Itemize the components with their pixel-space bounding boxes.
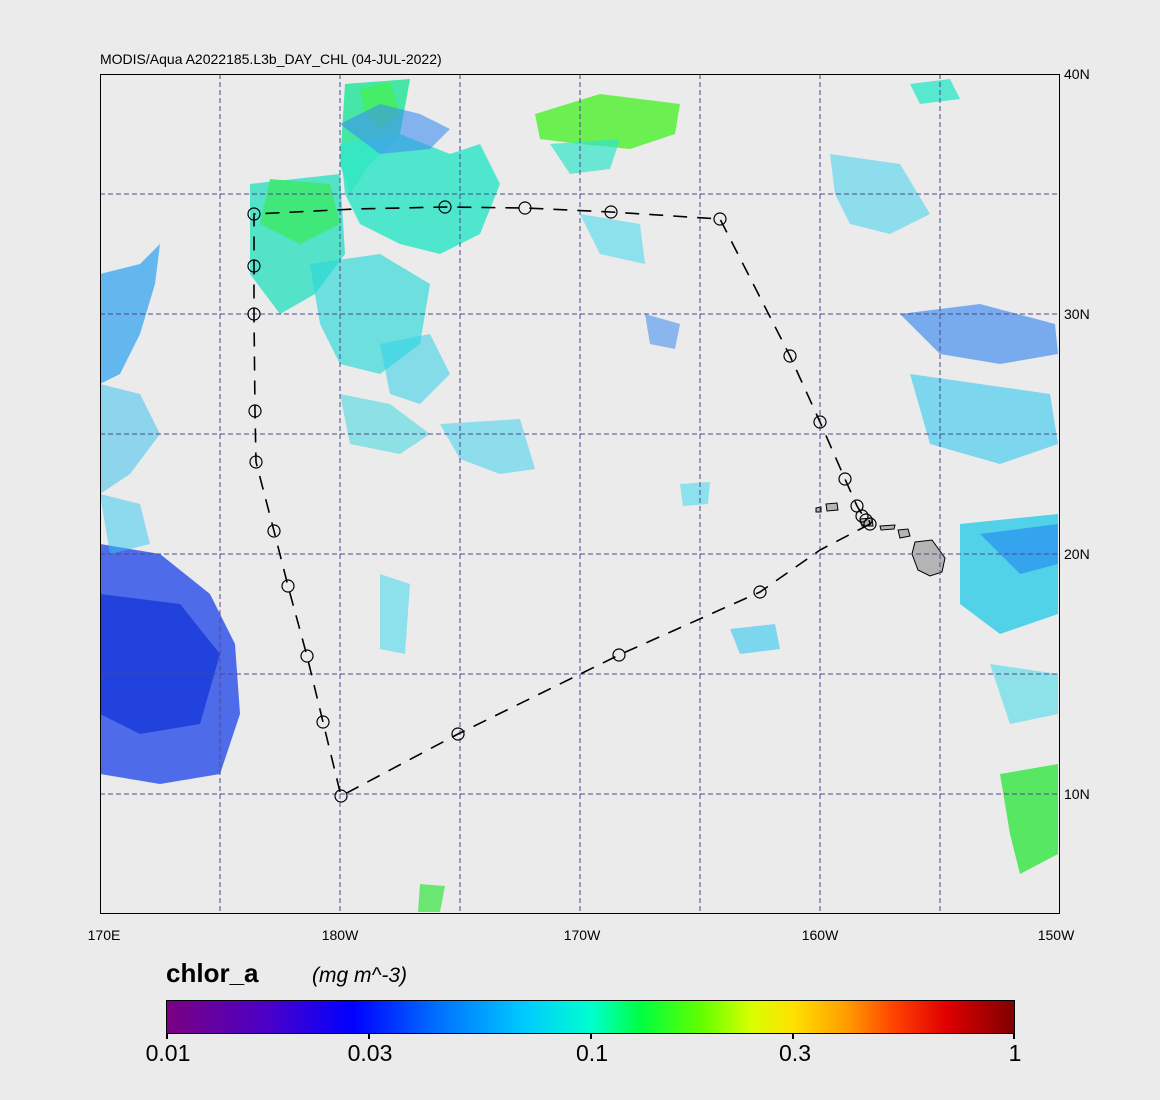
station-marker bbox=[863, 517, 877, 531]
chl-patch bbox=[580, 214, 645, 264]
chl-patch bbox=[380, 334, 450, 404]
island-molokai bbox=[879, 524, 896, 531]
colorbar-label-0.3: 0.3 bbox=[779, 1040, 811, 1066]
station-marker bbox=[612, 648, 626, 662]
chl-patch bbox=[1000, 764, 1058, 874]
colorbar-variable-name: chlor_a bbox=[166, 958, 259, 988]
chl-patch bbox=[418, 884, 445, 912]
station-marker bbox=[451, 727, 465, 741]
colorbar-tick bbox=[166, 1033, 168, 1039]
colorbar-units: (mg m^-3) bbox=[312, 964, 408, 987]
colorbar-tick bbox=[1013, 1033, 1015, 1039]
chl-patch bbox=[645, 314, 680, 349]
chl-patch bbox=[550, 139, 620, 174]
chl-patch bbox=[100, 594, 220, 734]
land-hawaii bbox=[815, 502, 946, 577]
chl-patch bbox=[990, 664, 1058, 724]
chl-patch bbox=[100, 494, 150, 554]
colorbar-label-0.03: 0.03 bbox=[347, 1040, 393, 1066]
station-marker bbox=[247, 259, 261, 273]
chl-patch bbox=[380, 574, 410, 654]
station-marker bbox=[267, 524, 281, 538]
station-marker bbox=[859, 513, 873, 527]
chl-patch bbox=[340, 104, 450, 154]
station-marker bbox=[300, 649, 314, 663]
station-marker bbox=[855, 509, 869, 523]
colorbar-label-0.1: 0.1 bbox=[576, 1040, 608, 1066]
station-markers bbox=[247, 200, 877, 803]
chl-patch bbox=[980, 524, 1058, 574]
lon-label-180w: 180W bbox=[321, 927, 359, 943]
island-big-island bbox=[911, 539, 946, 577]
station-marker bbox=[518, 201, 532, 215]
lat-label-10n: 10N bbox=[1064, 786, 1090, 802]
station-marker bbox=[316, 715, 330, 729]
station-marker bbox=[249, 455, 263, 469]
lon-label-160w: 160W bbox=[801, 927, 839, 943]
colorbar-tick bbox=[590, 1033, 592, 1039]
colorbar-label-0.01: 0.01 bbox=[145, 1040, 191, 1066]
chl-patch bbox=[730, 624, 780, 654]
station-marker bbox=[438, 200, 452, 214]
chl-patch bbox=[340, 394, 430, 454]
island-kauai bbox=[825, 502, 839, 512]
chl-patch bbox=[100, 244, 160, 384]
colorbar-label-1: 1 bbox=[1008, 1040, 1022, 1066]
station-marker bbox=[713, 212, 727, 226]
map-border bbox=[100, 74, 1060, 914]
chl-patch bbox=[910, 79, 960, 104]
lat-label-40n: 40N bbox=[1064, 66, 1090, 82]
map-area[interactable] bbox=[100, 74, 1060, 914]
colorbar bbox=[166, 1000, 1015, 1034]
map-title: MODIS/Aqua A2022185.L3b_DAY_CHL (04-JUL-… bbox=[100, 51, 442, 67]
chl-patch bbox=[100, 384, 160, 494]
station-marker bbox=[334, 789, 348, 803]
station-marker bbox=[753, 585, 767, 599]
lon-label-150w: 150W bbox=[1037, 927, 1075, 943]
station-marker bbox=[838, 472, 852, 486]
station-marker bbox=[248, 404, 262, 418]
colorbar-tick bbox=[368, 1033, 370, 1039]
island-maui bbox=[897, 528, 911, 539]
colorbar-tick bbox=[792, 1033, 794, 1039]
cruise-track bbox=[253, 206, 871, 798]
lat-label-20n: 20N bbox=[1064, 546, 1090, 562]
station-marker bbox=[604, 205, 618, 219]
chlorophyll-data-layer bbox=[100, 79, 1058, 912]
lon-label-170e: 170E bbox=[87, 927, 121, 943]
lon-label-170w: 170W bbox=[563, 927, 601, 943]
station-marker bbox=[813, 415, 827, 429]
chl-patch bbox=[680, 482, 710, 506]
chl-patch bbox=[440, 419, 535, 474]
station-marker bbox=[281, 579, 295, 593]
station-marker bbox=[247, 207, 261, 221]
chl-patch bbox=[910, 374, 1058, 464]
station-marker bbox=[247, 307, 261, 321]
station-marker bbox=[783, 349, 797, 363]
chl-patch bbox=[535, 94, 680, 149]
lat-label-30n: 30N bbox=[1064, 306, 1090, 322]
